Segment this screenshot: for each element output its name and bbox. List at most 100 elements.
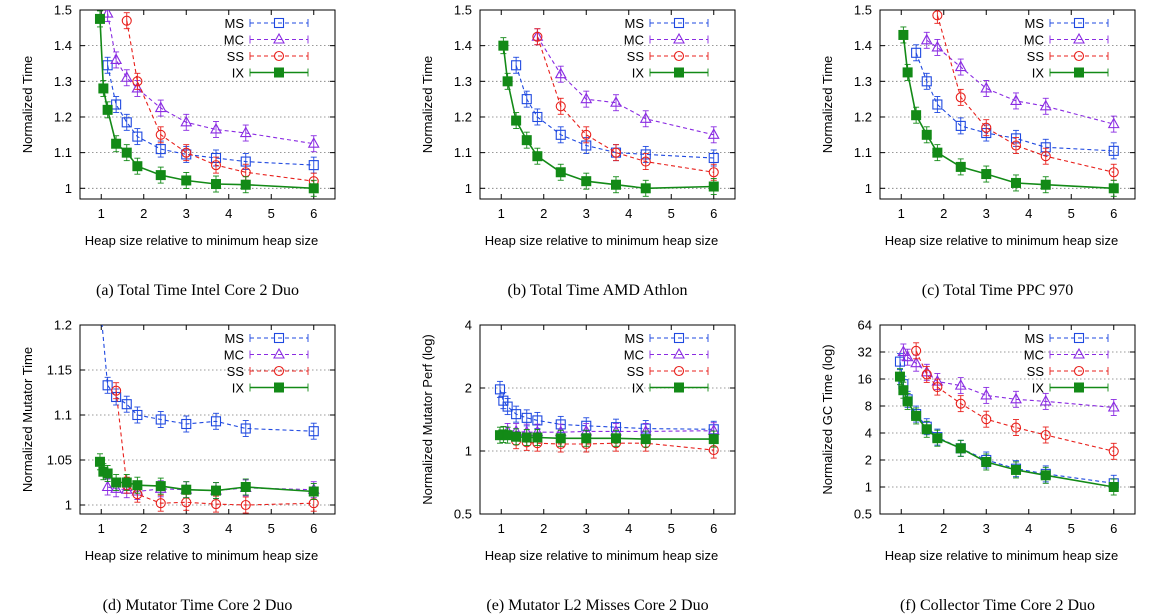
legend-marker-ix [274,67,284,78]
data-point-ss [955,92,966,103]
data-point-ms [97,312,106,321]
data-point-ms [132,131,143,142]
legend-marker-mc [673,347,685,359]
data-point-ss [981,414,992,425]
data-point-ix [308,183,319,194]
data-point-ix [902,396,913,407]
data-point-ms [102,60,113,71]
data-point-ix [898,29,909,40]
legend-marker-ix [674,382,684,393]
x-tick-label: 1 [98,521,105,536]
plot-frame [79,9,336,200]
data-point-ix [211,179,221,190]
y-tick-label: 1.5 [454,3,472,18]
data-point-ms [911,47,922,58]
data-point-ix [94,456,105,467]
data-point-ss [1108,167,1119,178]
series-line-ix [99,18,314,190]
data-point-mc [980,388,993,400]
plot-frame [879,324,1136,515]
data-point-ms [511,409,522,420]
panel-caption: (b) Total Time AMD Athlon [508,282,688,299]
legend-marker-ss [273,50,285,62]
x-tick-label: 2 [940,206,947,221]
data-point-ms [511,60,522,71]
x-tick-label: 1 [498,206,505,221]
data-point-ms [955,120,966,131]
y-axis-label: Normalized Time [820,56,835,154]
y-tick-label: 1.5 [854,3,872,18]
data-point-ss [911,345,922,356]
data-point-ss [210,160,222,171]
data-point-ms [181,418,192,430]
legend-label-mc: MC [1024,33,1044,48]
y-tick-label: 1 [865,181,872,196]
y-tick-label: 1.4 [54,38,72,53]
data-point-ix [611,433,621,444]
x-tick-label: 4 [225,521,232,536]
y-tick-label: 1 [65,498,72,513]
y-tick-label: 1.1 [54,145,72,160]
panel-caption: (c) Total Time PPC 970 [922,282,1074,299]
legend-label-ms: MS [225,331,245,346]
chart-panel-1: 1 1.1 1.2 1.3 1.4 1.5 1 2 3 4 5 6 Heap size relative… [20,3,336,299]
y-tick-label: 1.4 [854,38,872,53]
legend-label-ix: IX [632,381,645,396]
y-tick-label: 4 [465,318,472,333]
legend-marker-mc [273,347,285,359]
x-tick-label: 2 [140,521,147,536]
y-tick-label: 0.5 [854,507,872,522]
legend-marker-ss [673,50,685,62]
data-point-ix [521,135,532,146]
x-tick-label: 5 [668,206,675,221]
legend-marker-ix [1074,382,1084,393]
data-point-ms [155,144,166,155]
data-point-ms [121,117,132,128]
data-point-ms [121,399,132,410]
x-tick-label: 1 [898,521,905,536]
x-tick-label: 5 [1068,521,1075,536]
data-point-mc [1039,394,1052,406]
legend-marker-mc [273,32,285,44]
data-point-ix [98,83,109,94]
legend-label-ss: SS [627,364,645,379]
data-point-ix [921,424,932,435]
data-point-ss [1040,429,1051,441]
data-point-ix [498,40,509,51]
series-line-mc [107,13,314,145]
data-point-mc [120,71,133,82]
data-point-mc [101,10,114,18]
panel-caption: (a) Total Time Intel Core 2 Duo [96,282,299,299]
x-tick-label: 3 [983,206,990,221]
series-line-ms [515,65,714,159]
data-point-ms [240,423,251,434]
chart-panel-3: 1 1.1 1.2 1.3 1.4 1.5 1 2 3 4 5 6 Heap size relative… [820,3,1136,299]
data-point-mc [980,81,993,93]
data-point-ms [494,384,506,395]
legend-marker-mc [1073,32,1085,44]
data-point-ix [981,169,992,180]
x-tick-label: 3 [583,206,590,221]
data-point-ss [921,369,932,380]
x-tick-label: 3 [183,206,190,221]
data-point-ix [111,138,122,149]
y-tick-label: 1.4 [454,38,472,53]
x-tick-label: 2 [140,206,147,221]
legend-label-ix: IX [1032,381,1045,396]
data-point-ix [898,385,909,396]
y-tick-label: 8 [865,399,872,414]
plot-frame [879,9,1136,200]
plot-frame [479,9,736,200]
data-point-ss [981,122,992,133]
y-tick-label: 2 [465,381,472,396]
data-point-ix [640,434,651,445]
legend-marker-ms [673,17,685,29]
data-point-ix [932,433,943,444]
legend-label-ms: MS [625,16,645,31]
series-line-ss [936,15,1114,173]
data-point-ss [932,382,943,393]
y-tick-label: 1.05 [47,453,72,468]
data-point-ix [111,477,122,488]
